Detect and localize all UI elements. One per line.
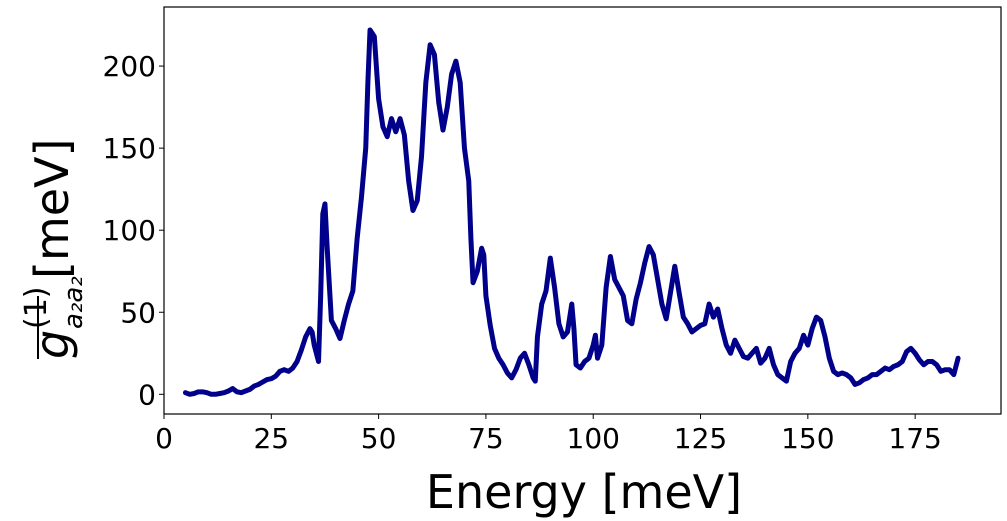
- y-tick-label: 0: [138, 378, 156, 411]
- y-tick-label: 100: [103, 214, 156, 247]
- plot-frame: [163, 6, 1002, 415]
- x-axis-title: Energy [meV]: [426, 465, 742, 519]
- y-tick-label: 200: [103, 50, 156, 83]
- y-axis-title-superscript: (1): [19, 287, 54, 330]
- y-axis-title-subscript: a₂a₂: [59, 276, 89, 329]
- x-tick-label: 175: [888, 422, 941, 455]
- plot-area: [163, 6, 1002, 415]
- x-tick-label: 75: [468, 422, 504, 455]
- y-axis-title-symbol: g: [25, 330, 79, 359]
- y-tick-label: 150: [103, 132, 156, 165]
- x-tick-label: 150: [781, 422, 834, 455]
- x-tick-label: 25: [253, 422, 289, 455]
- y-tick-label: 50: [120, 296, 156, 329]
- y-axis-title-unit: [meV]: [25, 139, 79, 279]
- series-line-0: [182, 27, 961, 397]
- x-tick-label: 0: [155, 422, 173, 455]
- x-tick-label: 125: [674, 422, 727, 455]
- series-layer: [182, 27, 961, 397]
- x-tick-label: 50: [361, 422, 397, 455]
- x-axis-ticks: 0 25 50 75 100 125 150 175: [155, 414, 942, 455]
- x-tick-label: 100: [567, 422, 620, 455]
- y-axis-title: g (1) a₂a₂ [meV]: [19, 139, 89, 359]
- y-axis-ticks: 0 50 100 150 200: [103, 50, 164, 411]
